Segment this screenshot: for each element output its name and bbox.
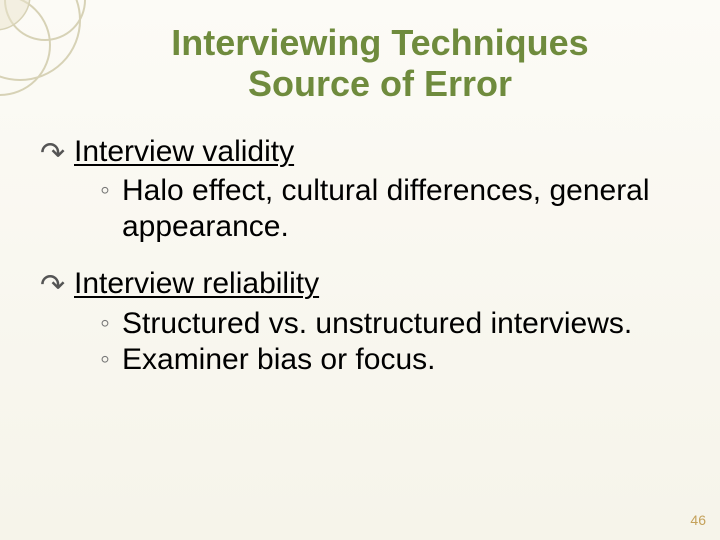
sub-item: ◦ Examiner bias or focus. <box>100 342 680 378</box>
page-number: 46 <box>690 512 706 528</box>
sub-item: ◦ Structured vs. unstructured interviews… <box>100 306 680 342</box>
sub-item-text: Halo effect, cultural differences, gener… <box>122 173 680 245</box>
sub-bullet-icon: ◦ <box>100 342 122 376</box>
sub-item: ◦ Halo effect, cultural differences, gen… <box>100 173 680 245</box>
slide-body: ↷ Interview validity ◦ Halo effect, cult… <box>0 105 720 378</box>
sub-bullet-icon: ◦ <box>100 306 122 340</box>
bullet-item: ↷ Interview reliability <box>40 267 680 302</box>
title-line-1: Interviewing Techniques <box>171 22 588 63</box>
bullet-item: ↷ Interview validity <box>40 135 680 170</box>
title-line-2: Source of Error <box>248 63 512 104</box>
sub-item-text: Examiner bias or focus. <box>122 342 435 378</box>
slide-title: Interviewing Techniques Source of Error <box>0 0 720 105</box>
sub-list: ◦ Structured vs. unstructured interviews… <box>100 306 680 378</box>
sub-list: ◦ Halo effect, cultural differences, gen… <box>100 173 680 245</box>
bullet-heading: Interview reliability <box>74 267 319 302</box>
sub-bullet-icon: ◦ <box>100 173 122 207</box>
sub-item-text: Structured vs. unstructured interviews. <box>122 306 632 342</box>
bullet-icon: ↷ <box>40 137 74 170</box>
bullet-icon: ↷ <box>40 269 74 302</box>
bullet-heading: Interview validity <box>74 135 294 170</box>
